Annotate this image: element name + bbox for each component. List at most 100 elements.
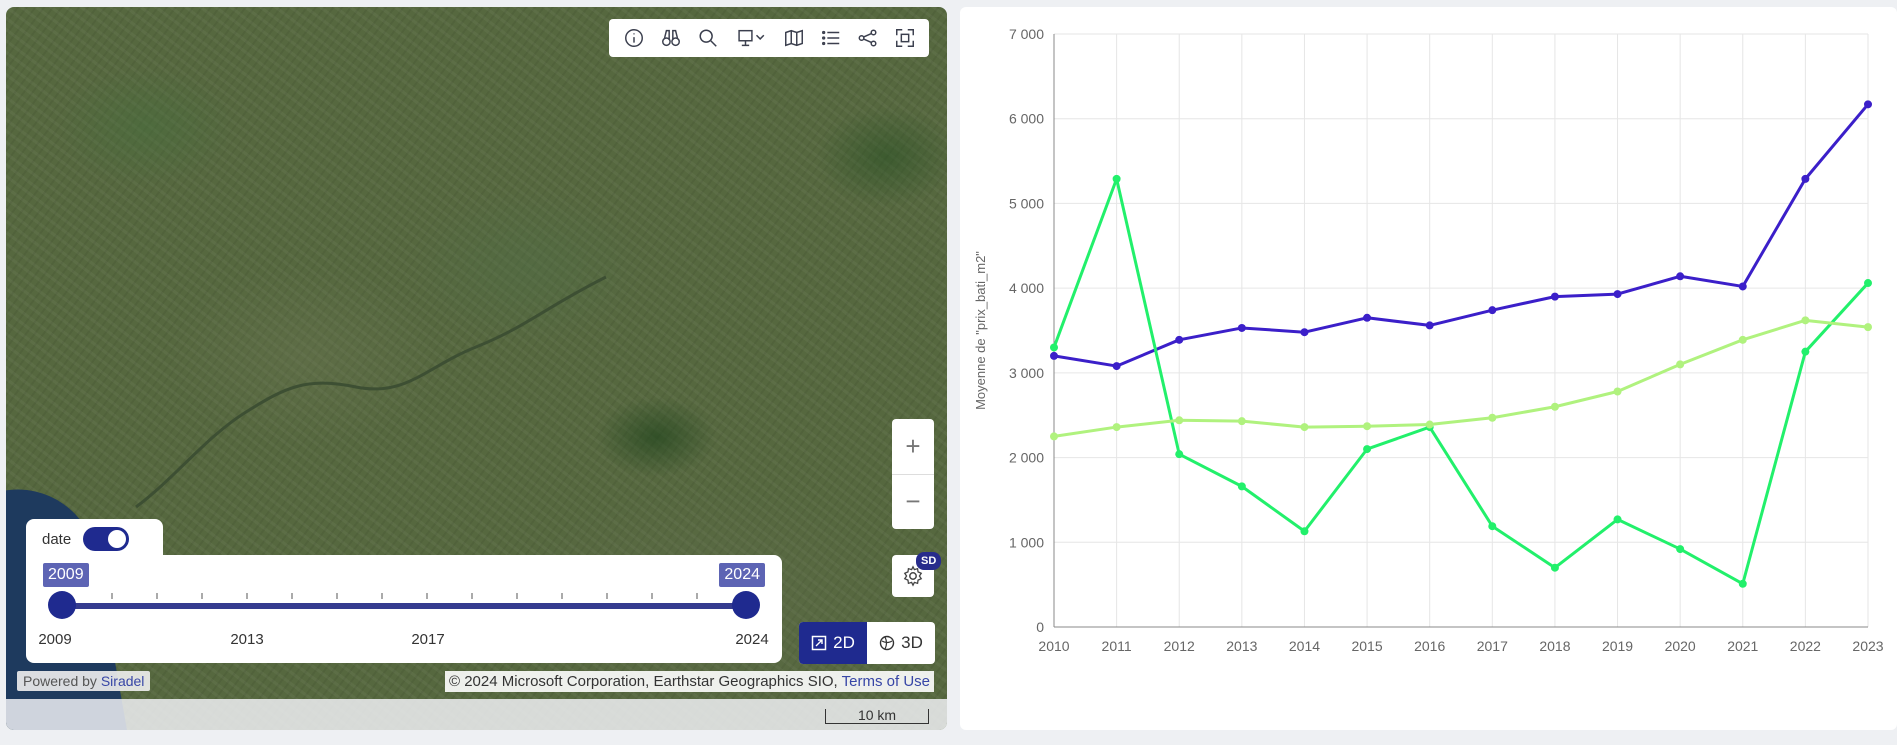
data-point <box>1237 482 1246 491</box>
timeline-label: 2017 <box>411 631 445 648</box>
data-point <box>1112 174 1121 183</box>
zoom-out-button[interactable]: − <box>905 486 921 517</box>
scale-bar: 10 km <box>825 708 929 724</box>
y-tick-label: 3 000 <box>1009 365 1044 381</box>
y-tick-label: 0 <box>1036 619 1044 635</box>
timeline-label: 2009 <box>38 631 72 648</box>
dimension-toggle: 2D 3D <box>799 622 935 664</box>
x-tick-label: 2019 <box>1602 638 1633 654</box>
data-point <box>1864 279 1872 288</box>
data-point <box>1175 416 1184 425</box>
x-tick-label: 2015 <box>1351 638 1382 654</box>
data-point <box>1175 335 1184 344</box>
timeline-start-handle[interactable] <box>48 591 76 619</box>
data-point <box>1237 323 1246 332</box>
y-tick-label: 7 000 <box>1009 26 1044 42</box>
line-chart: 0 1 000 2 000 3 000 4 000 5 000 6 000 7 000 2010… <box>973 26 1884 654</box>
data-point <box>1237 417 1246 426</box>
date-toggle-tab: date <box>26 519 163 559</box>
layers-icon[interactable] <box>780 24 808 52</box>
x-tick-label: 2023 <box>1852 638 1883 654</box>
globe-icon <box>879 635 895 651</box>
series-line <box>1053 103 1870 368</box>
y-tick-label: 2 000 <box>1009 450 1044 466</box>
view-2d-label: 2D <box>833 633 855 652</box>
timeline-label: 2013 <box>230 631 264 648</box>
x-tick-label: 2014 <box>1289 638 1320 654</box>
chart-panel: 0 1 000 2 000 3 000 4 000 5 000 6 000 7 000 2010… <box>960 7 1897 730</box>
map-view[interactable]: + − SD 2D 3D date 2009 2024 2009 2013 20… <box>6 7 947 730</box>
data-point <box>1425 420 1434 429</box>
legend-icon[interactable] <box>817 24 845 52</box>
timeline-end-chip: 2024 <box>719 563 765 587</box>
series-line <box>1052 177 1870 586</box>
view-2d-button[interactable]: 2D <box>799 622 867 664</box>
x-tick-label: 2017 <box>1477 638 1508 654</box>
x-tick-label: 2018 <box>1539 638 1570 654</box>
data-point <box>1050 432 1058 441</box>
data-point <box>1050 343 1058 352</box>
y-axis-title: Moyenne de "prix_bati_m2" <box>973 251 988 410</box>
data-point <box>1801 316 1810 325</box>
data-point <box>1613 515 1622 524</box>
y-tick-label: 6 000 <box>1009 111 1044 127</box>
data-point <box>1738 335 1747 344</box>
x-tick-label: 2022 <box>1790 638 1821 654</box>
x-tick-label: 2020 <box>1665 638 1696 654</box>
powered-by: Powered by Siradel <box>17 671 151 691</box>
data-point <box>1175 450 1184 459</box>
terms-link[interactable]: Terms of Use <box>841 673 930 690</box>
timeline-label: 2024 <box>735 631 769 648</box>
data-point <box>1738 282 1747 291</box>
y-tick-label: 4 000 <box>1009 280 1044 296</box>
info-icon[interactable] <box>620 24 648 52</box>
timeline-start-chip: 2009 <box>43 563 89 587</box>
data-point <box>1050 351 1058 360</box>
binoculars-icon[interactable] <box>657 24 685 52</box>
view-3d-button[interactable]: 3D <box>867 622 935 664</box>
data-point <box>1300 423 1309 432</box>
zoom-in-button[interactable]: + <box>892 419 934 475</box>
data-point <box>1676 545 1685 554</box>
timeline-end-handle[interactable] <box>732 591 760 619</box>
data-point <box>1801 347 1810 356</box>
data-point <box>1300 527 1309 536</box>
x-tick-label: 2016 <box>1414 638 1445 654</box>
series-line <box>1053 318 1869 438</box>
square-icon <box>811 635 827 651</box>
x-tick-label: 2012 <box>1164 638 1195 654</box>
data-point <box>1864 323 1872 332</box>
data-point <box>1488 413 1497 422</box>
data-point <box>1112 362 1121 371</box>
view-3d-label: 3D <box>901 633 923 652</box>
scale-strip <box>6 699 947 730</box>
basemap-icon[interactable] <box>731 24 771 52</box>
share-icon[interactable] <box>854 24 882 52</box>
x-tick-label: 2013 <box>1226 638 1257 654</box>
data-point <box>1363 445 1372 454</box>
attribution: © 2024 Microsoft Corporation, Earthstar … <box>445 671 934 692</box>
x-tick-label: 2011 <box>1102 638 1132 654</box>
date-toggle-switch[interactable] <box>83 527 130 551</box>
data-point <box>1300 328 1309 337</box>
data-point <box>1613 387 1622 396</box>
siradel-link[interactable]: Siradel <box>100 673 145 689</box>
data-point <box>1550 563 1559 572</box>
date-toggle-label: date <box>42 530 72 548</box>
data-point <box>1425 321 1434 330</box>
zoom-control: + − <box>892 419 934 529</box>
data-point <box>1801 174 1810 183</box>
data-point <box>1738 579 1747 588</box>
attribution-text: © 2024 Microsoft Corporation, Earthstar … <box>449 673 838 690</box>
data-point <box>1613 290 1622 299</box>
data-point <box>1112 423 1121 432</box>
data-point <box>1488 306 1497 315</box>
fullscreen-icon[interactable] <box>891 24 919 52</box>
powered-by-label: Powered by <box>23 673 97 689</box>
y-tick-label: 1 000 <box>1009 534 1044 550</box>
x-tick-label: 2010 <box>1038 638 1069 654</box>
river-path <box>135 275 607 509</box>
search-icon[interactable] <box>694 24 722 52</box>
x-tick-label: 2021 <box>1727 638 1758 654</box>
timeline-track[interactable] <box>64 603 744 609</box>
